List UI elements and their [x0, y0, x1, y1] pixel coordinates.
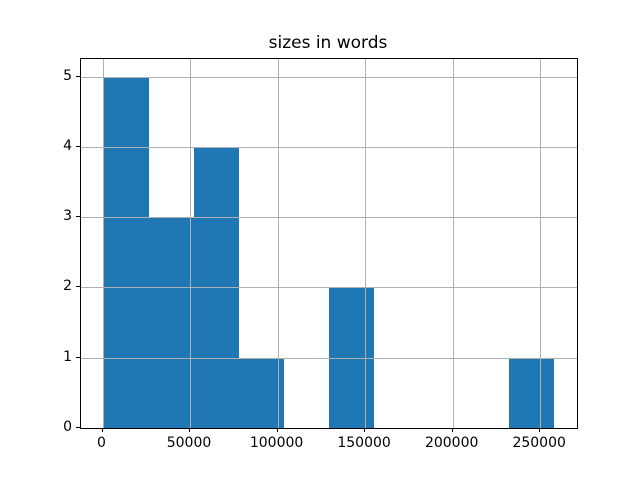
x-tick-label: 100000 [249, 435, 304, 451]
gridline-vertical [190, 59, 191, 428]
x-tick-label: 50000 [166, 435, 212, 451]
gridline-horizontal [81, 287, 577, 289]
x-tick-label: 200000 [424, 435, 479, 451]
y-tick-label: 4 [63, 137, 72, 154]
y-tick-mark [76, 145, 80, 147]
histogram-bar [509, 357, 555, 428]
y-tick-mark [76, 75, 80, 77]
x-tick-mark [101, 428, 103, 432]
gridline-horizontal [81, 146, 577, 148]
y-tick-label: 2 [63, 278, 72, 295]
y-tick-label: 3 [63, 208, 72, 225]
y-tick-mark [76, 427, 80, 428]
gridline-horizontal [81, 217, 577, 219]
histogram-bar [148, 217, 194, 428]
gridline-vertical [365, 59, 367, 428]
histogram-bar [238, 357, 284, 428]
x-tick-label: 250000 [512, 435, 566, 451]
y-tick-label: 5 [63, 67, 72, 84]
gridline-horizontal [81, 357, 577, 359]
gridline-vertical [277, 59, 279, 428]
y-tick-mark [76, 216, 80, 218]
x-tick-mark [189, 428, 190, 432]
gridline-vertical [452, 59, 454, 428]
chart-title: sizes in words [268, 33, 388, 53]
histogram-bar [103, 76, 149, 428]
y-tick-label: 0 [63, 419, 72, 435]
x-tick-label: 150000 [337, 435, 391, 451]
gridline-vertical [102, 59, 104, 428]
x-tick-label: 0 [97, 435, 106, 451]
plot-area [80, 58, 578, 429]
x-tick-mark [539, 428, 541, 432]
x-tick-mark [451, 428, 453, 432]
y-tick-mark [76, 286, 80, 288]
gridline-horizontal [81, 76, 577, 78]
gridline-vertical [540, 59, 542, 428]
y-tick-label: 1 [63, 348, 72, 365]
x-tick-mark [276, 428, 278, 432]
y-tick-mark [76, 356, 80, 358]
x-tick-mark [364, 428, 366, 432]
